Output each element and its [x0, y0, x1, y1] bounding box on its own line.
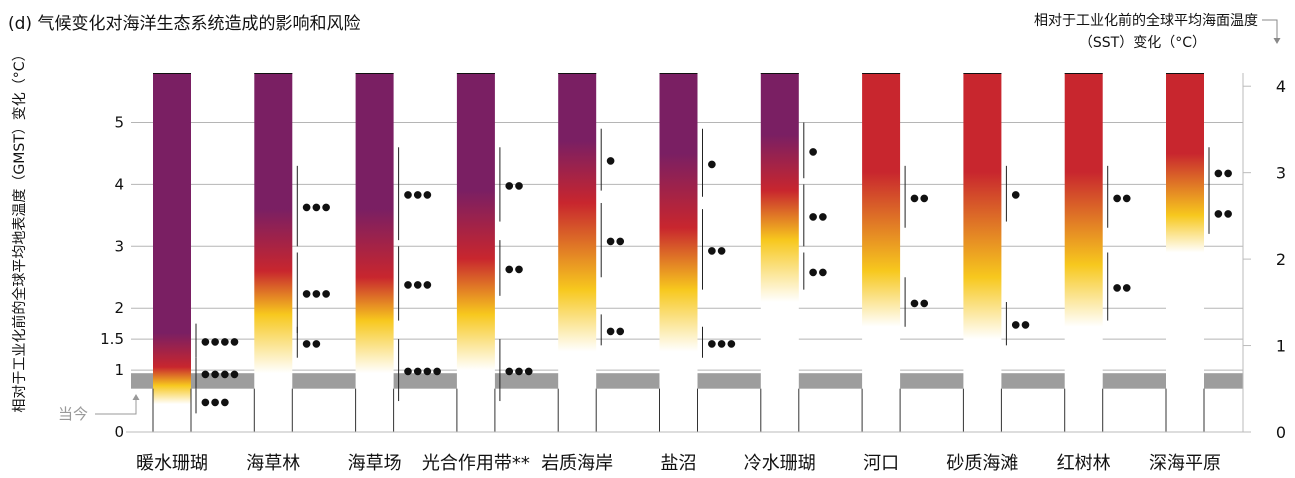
confidence-dots: ●●● — [201, 397, 230, 408]
risk-bar — [1064, 73, 1103, 432]
confidence-dots: ●● — [809, 211, 828, 222]
confidence-dots: ●●● — [708, 338, 737, 349]
y2-tick-label: 2 — [1276, 250, 1286, 269]
confidence-dots: ●● — [1011, 320, 1030, 331]
confidence-dots: ●●● — [505, 366, 534, 377]
today-arrow-line — [95, 398, 137, 415]
category-label: 冷水珊瑚 — [744, 453, 816, 474]
y2-title-arrowhead — [1273, 38, 1281, 44]
category-label: 岩质海岸 — [541, 453, 613, 474]
confidence-dots: ●●● — [404, 279, 433, 290]
confidence-dots: ●● — [302, 338, 321, 349]
y2-title-arrow — [1262, 19, 1278, 40]
confidence-dots: ●●● — [302, 289, 331, 300]
risk-bar — [355, 73, 394, 432]
today-label: 当今 — [58, 405, 88, 423]
category-label: 暖水珊瑚 — [136, 453, 208, 474]
category-label: 盐沼 — [661, 453, 697, 474]
category-label: 红树林 — [1057, 453, 1111, 474]
y2-tick-label: 3 — [1276, 164, 1286, 183]
risk-bar — [760, 73, 799, 432]
confidence-dots: ● — [708, 159, 718, 170]
y-tick-label: 1 — [114, 361, 124, 379]
category-label: 砂质海滩 — [946, 453, 1018, 474]
y-tick-label: 4 — [114, 175, 124, 193]
category-label: 海草林 — [246, 453, 300, 474]
y2-axis-title-line1: 相对于工业化前的全球平均海面温度 — [1034, 12, 1258, 29]
risk-bar — [558, 73, 597, 432]
y-axis-title: 相对于工业化前的全球平均地表温度（GMST）变化（°C） — [11, 47, 28, 412]
y-tick-label: 3 — [114, 237, 124, 255]
category-label: 海草场 — [348, 453, 402, 474]
confidence-dots: ●● — [1113, 283, 1132, 294]
category-label: 深海平原 — [1149, 453, 1221, 474]
confidence-dots: ●● — [910, 193, 929, 204]
y-tick-label: 0 — [114, 423, 124, 441]
confidence-dots: ●● — [809, 267, 828, 278]
confidence-dots: ●● — [910, 298, 929, 309]
y-tick-label: 5 — [114, 114, 124, 132]
confidence-dots: ●● — [1214, 208, 1233, 219]
confidence-dots: ●●● — [404, 190, 433, 201]
y2-tick-label: 1 — [1276, 337, 1286, 356]
y2-tick-label: 0 — [1276, 423, 1286, 442]
confidence-dots: ●●● — [302, 202, 331, 213]
confidence-dots: ●● — [708, 245, 727, 256]
confidence-dots: ●●●● — [201, 337, 240, 348]
axis-layer: 0 1 1.5 2 3 4 5 暖水珊瑚 海草林 海草场 光合作用带** 岩质海岸 盐沼 冷水珊瑚 河口 砂质… — [100, 73, 1286, 474]
confidence-dots: ● — [1011, 190, 1021, 201]
y-tick-label: 1.5 — [100, 330, 124, 348]
confidence-dots: ●● — [606, 326, 625, 337]
risk-bar — [456, 73, 495, 432]
confidence-dots: ●● — [606, 236, 625, 247]
confidence-dots: ●● — [505, 264, 524, 275]
confidence-dots: ●● — [1113, 193, 1132, 204]
confidence-dots: ● — [809, 146, 819, 157]
confidence-dots: ● — [606, 156, 616, 167]
risk-bar — [1166, 73, 1204, 432]
today-marker: 当今 — [58, 394, 140, 423]
bars-layer — [152, 73, 1205, 432]
confidence-dots: ●● — [505, 180, 524, 191]
risk-bar — [963, 73, 1002, 432]
confidence-dots: ●● — [1214, 168, 1233, 179]
chart-title: (d) 气候变化对海洋生态系统造成的影响和风险 — [8, 14, 360, 34]
confidence-dots: ●●●● — [201, 369, 240, 380]
y2-axis-title-line2: （SST）变化（°C） — [1079, 35, 1206, 51]
risk-bar — [862, 73, 901, 432]
confidence-dots: ●●●● — [404, 366, 443, 377]
y-tick-label: 2 — [114, 299, 124, 317]
y2-tick-label: 4 — [1276, 77, 1286, 96]
risk-bar — [254, 73, 293, 432]
today-arrowhead — [132, 394, 140, 400]
risk-bar — [659, 73, 698, 432]
category-label: 河口 — [863, 453, 899, 474]
risk-bar — [153, 73, 191, 432]
confidence-layer: ●●●●●●●●●●● ●●●●●●●●●●●●●●●●●●●●●●●●●●●●●… — [195, 122, 1233, 414]
category-label: 光合作用带** — [422, 453, 530, 474]
